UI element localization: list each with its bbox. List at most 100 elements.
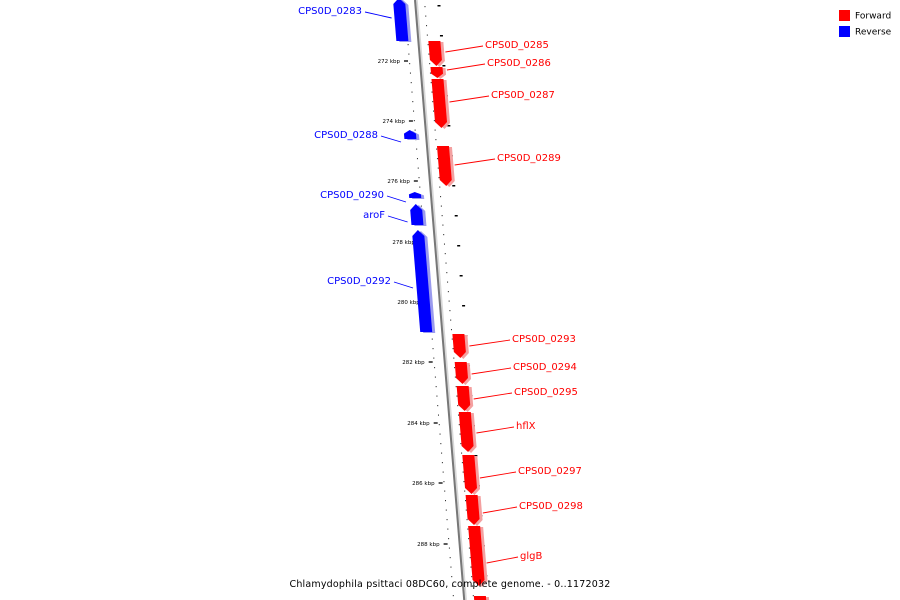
- minor-tick-right: [429, 63, 431, 65]
- minor-tick-left: [444, 490, 446, 492]
- gene-leader-line: [479, 471, 517, 479]
- gene-label[interactable]: CPS0D_0289: [497, 153, 561, 164]
- minor-tick-right: [424, 6, 426, 8]
- minor-tick-right: [429, 72, 431, 74]
- backbone-line: [414, 0, 466, 600]
- gene-feature[interactable]: [462, 455, 481, 495]
- gene-label[interactable]: CPS0D_0292: [327, 276, 391, 287]
- minor-tick-left: [436, 395, 438, 397]
- gene-features: [393, 0, 490, 600]
- minor-tick-right: [445, 262, 447, 264]
- major-tick-right: [459, 275, 463, 277]
- minor-tick-right: [426, 25, 428, 27]
- gene-feature[interactable]: [436, 146, 455, 187]
- forward-gene-arrow: [428, 41, 442, 66]
- minor-tick-left: [441, 462, 443, 464]
- minor-tick-right: [466, 519, 468, 521]
- gene-label[interactable]: CPS0D_0290: [320, 190, 384, 201]
- gene-feature[interactable]: [454, 362, 471, 385]
- minor-tick-right: [430, 82, 432, 84]
- gene-feature[interactable]: [465, 495, 483, 526]
- gene-feature[interactable]: [403, 130, 420, 140]
- minor-tick-right: [471, 576, 473, 578]
- minor-tick-right: [453, 357, 455, 359]
- minor-tick-right: [462, 471, 464, 473]
- gene-feature[interactable]: [431, 79, 451, 129]
- minor-tick-left: [407, 44, 409, 46]
- gene-label[interactable]: CPS0D_0286: [487, 58, 551, 69]
- gene-label[interactable]: glgB: [520, 551, 542, 562]
- minor-tick-left: [441, 452, 443, 454]
- minor-tick-right: [433, 120, 435, 122]
- gene-feature[interactable]: [410, 204, 427, 226]
- minor-tick-left: [434, 376, 436, 378]
- gene-label[interactable]: CPS0D_0297: [518, 466, 582, 477]
- minor-tick-right: [441, 215, 443, 217]
- minor-tick-right: [443, 234, 445, 236]
- minor-tick-right: [455, 386, 457, 388]
- forward-gene-arrow: [462, 455, 478, 494]
- gene-label[interactable]: CPS0D_0294: [513, 362, 577, 373]
- coordinate-tick-label: 278 kbp: [392, 240, 415, 246]
- coordinate-tick-label: 288 kbp: [417, 542, 440, 548]
- gene-leader-line: [486, 556, 519, 564]
- minor-tick-right: [463, 481, 465, 483]
- minor-tick-left: [449, 557, 451, 559]
- legend-label-reverse: Reverse: [855, 28, 892, 38]
- coordinate-tick-label: 286 kbp: [412, 481, 435, 487]
- minor-tick-left: [409, 63, 411, 65]
- minor-tick-right: [443, 243, 445, 245]
- reverse-gene-arrow: [410, 204, 424, 225]
- gene-feature[interactable]: [473, 596, 490, 600]
- forward-gene-arrow: [465, 495, 480, 525]
- gene-label[interactable]: CPS0D_0298: [519, 501, 583, 512]
- gene-label[interactable]: CPS0D_0295: [514, 387, 578, 398]
- gene-leader-line: [387, 215, 408, 223]
- minor-tick-left: [418, 177, 420, 179]
- gene-feature[interactable]: [456, 386, 474, 412]
- gene-feature[interactable]: [393, 0, 412, 42]
- minor-tick-right: [437, 167, 439, 169]
- minor-tick-right: [433, 110, 435, 112]
- gene-feature[interactable]: [452, 334, 469, 359]
- gene-label[interactable]: CPS0D_0288: [314, 130, 378, 141]
- gene-feature[interactable]: [428, 41, 445, 67]
- minor-tick-right: [456, 395, 458, 397]
- minor-tick-right: [439, 186, 441, 188]
- minor-tick-left: [437, 405, 439, 407]
- gene-label[interactable]: CPS0D_0287: [491, 90, 555, 101]
- gene-feature[interactable]: [458, 412, 477, 453]
- gene-feature[interactable]: [408, 192, 425, 199]
- major-tick-right: [454, 215, 458, 217]
- minor-tick-right: [435, 139, 437, 141]
- minor-tick-left: [447, 528, 449, 530]
- gene-label[interactable]: CPS0D_0285: [485, 40, 549, 51]
- major-tick-right: [462, 305, 466, 307]
- gene-label[interactable]: CPS0D_0283: [298, 6, 362, 17]
- gene-label[interactable]: CPS0D_0293: [512, 334, 576, 345]
- minor-tick-left: [445, 509, 447, 511]
- reverse-gene-arrow: [393, 0, 409, 41]
- minor-tick-left: [440, 443, 442, 445]
- gene-feature[interactable]: [430, 67, 447, 79]
- minor-tick-right: [436, 148, 438, 150]
- minor-tick-right: [447, 291, 449, 293]
- gene-label[interactable]: hflX: [516, 421, 536, 432]
- gene-feature[interactable]: [412, 230, 436, 333]
- major-tick-right: [439, 35, 443, 37]
- forward-gene-arrow: [452, 334, 466, 358]
- forward-gene-arrow: [473, 596, 487, 600]
- major-tick-right: [457, 245, 461, 247]
- minor-tick-right: [464, 490, 466, 492]
- gene-label[interactable]: aroF: [363, 210, 385, 221]
- minor-tick-left: [435, 386, 437, 388]
- gene-leader-line: [445, 45, 484, 53]
- minor-tick-right: [440, 205, 442, 207]
- reverse-gene-arrow: [412, 230, 433, 332]
- minor-tick-left: [431, 338, 433, 340]
- minor-tick-right: [469, 557, 471, 559]
- gene-feature[interactable]: [468, 526, 488, 587]
- minor-tick-right: [452, 348, 454, 350]
